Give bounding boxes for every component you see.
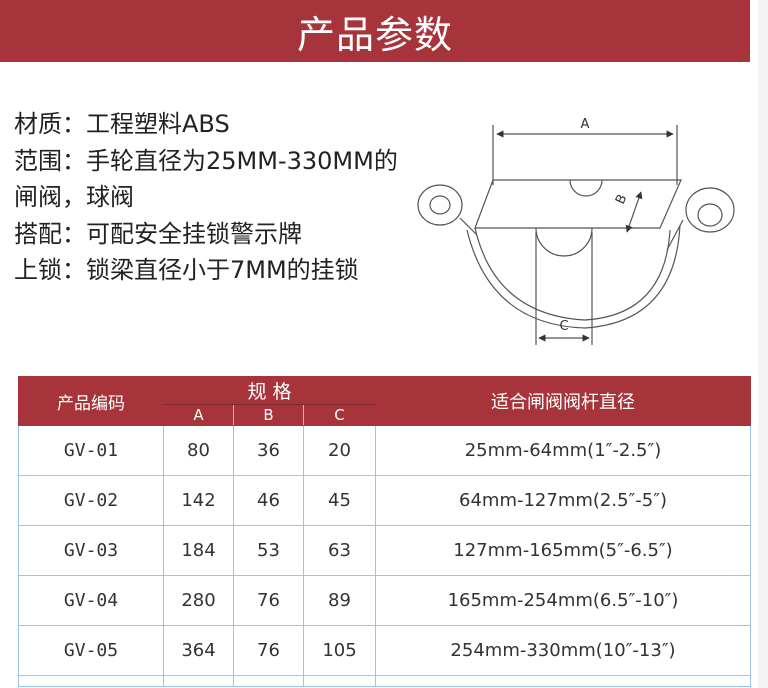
- header-a: A: [163, 404, 234, 426]
- header-spec: 规 格: [163, 376, 376, 405]
- cell-b: 36: [233, 425, 304, 476]
- cell-b: 46: [233, 475, 304, 526]
- cell-range: 254mm-330mm(10″-13″): [375, 625, 751, 676]
- cell-code: GV-05: [18, 625, 164, 676]
- cell-range: 64mm-127mm(2.5″-5″): [375, 475, 751, 526]
- label-b: B: [613, 192, 630, 206]
- label-c: C: [559, 319, 568, 334]
- cell-b: 76: [233, 575, 304, 626]
- spec-list: 材质：工程塑料ABS 范围：手轮直径为25MM-330MM的 闸阀，球阀 搭配：…: [14, 106, 398, 289]
- cell-code: GV-02: [18, 475, 164, 526]
- table-row: GV-03 184 53 63 127mm-165mm(5″-6.5″): [18, 525, 751, 576]
- cell-a: 280: [163, 575, 234, 626]
- cell-code: GV-01: [18, 425, 164, 476]
- side-strip: [758, 0, 768, 688]
- cell-a: 184: [163, 525, 234, 576]
- partial-row: [18, 675, 164, 687]
- cell-a: 142: [163, 475, 234, 526]
- spec-range-cont: 闸阀，球阀: [14, 183, 134, 211]
- header-range: 适合闸阀阀杆直径: [375, 376, 751, 426]
- label-a: A: [581, 117, 590, 132]
- table-row: GV-02 142 46 45 64mm-127mm(2.5″-5″): [18, 475, 751, 526]
- cell-b: 53: [233, 525, 304, 576]
- spec-material: 材质：工程塑料ABS: [14, 110, 230, 138]
- spec-range: 范围：手轮直径为25MM-330MM的: [14, 146, 398, 175]
- header-c: C: [303, 404, 376, 426]
- dimension-b-line: [625, 191, 643, 233]
- header-b: B: [233, 404, 304, 426]
- cell-c: 105: [303, 625, 376, 676]
- cell-a: 364: [163, 625, 234, 676]
- cell-c: 63: [303, 525, 376, 576]
- cell-c: 89: [303, 575, 376, 626]
- table-row: GV-01 80 36 20 25mm-64mm(1″-2.5″): [18, 425, 751, 476]
- cell-c: 20: [303, 425, 376, 476]
- spec-table: 产品编码 规 格 适合闸阀阀杆直径 A B C GV-01 80 36 20 25mm-…: [18, 376, 751, 687]
- cell-code: GV-04: [18, 575, 164, 626]
- spec-pairing: 搭配：可配安全挂锁警示牌: [14, 219, 302, 248]
- valve-lockout-diagram: A B C: [417, 117, 735, 345]
- cell-range: 165mm-254mm(6.5″-10″): [375, 575, 751, 626]
- table-row: GV-04 280 76 89 165mm-254mm(6.5″-10″): [18, 575, 751, 626]
- cell-c: 45: [303, 475, 376, 526]
- cell-b: 76: [233, 625, 304, 676]
- page-title: 产品参数: [0, 0, 750, 62]
- table-row: GV-05 364 76 105 254mm-330mm(10″-13″): [18, 625, 751, 676]
- cell-code: GV-03: [18, 525, 164, 576]
- spec-lock: 上锁：锁梁直径小于7MM的挂锁: [14, 256, 359, 284]
- header-code: 产品编码: [18, 376, 164, 426]
- cell-a: 80: [163, 425, 234, 476]
- cell-range: 127mm-165mm(5″-6.5″): [375, 525, 751, 576]
- cell-range: 25mm-64mm(1″-2.5″): [375, 425, 751, 476]
